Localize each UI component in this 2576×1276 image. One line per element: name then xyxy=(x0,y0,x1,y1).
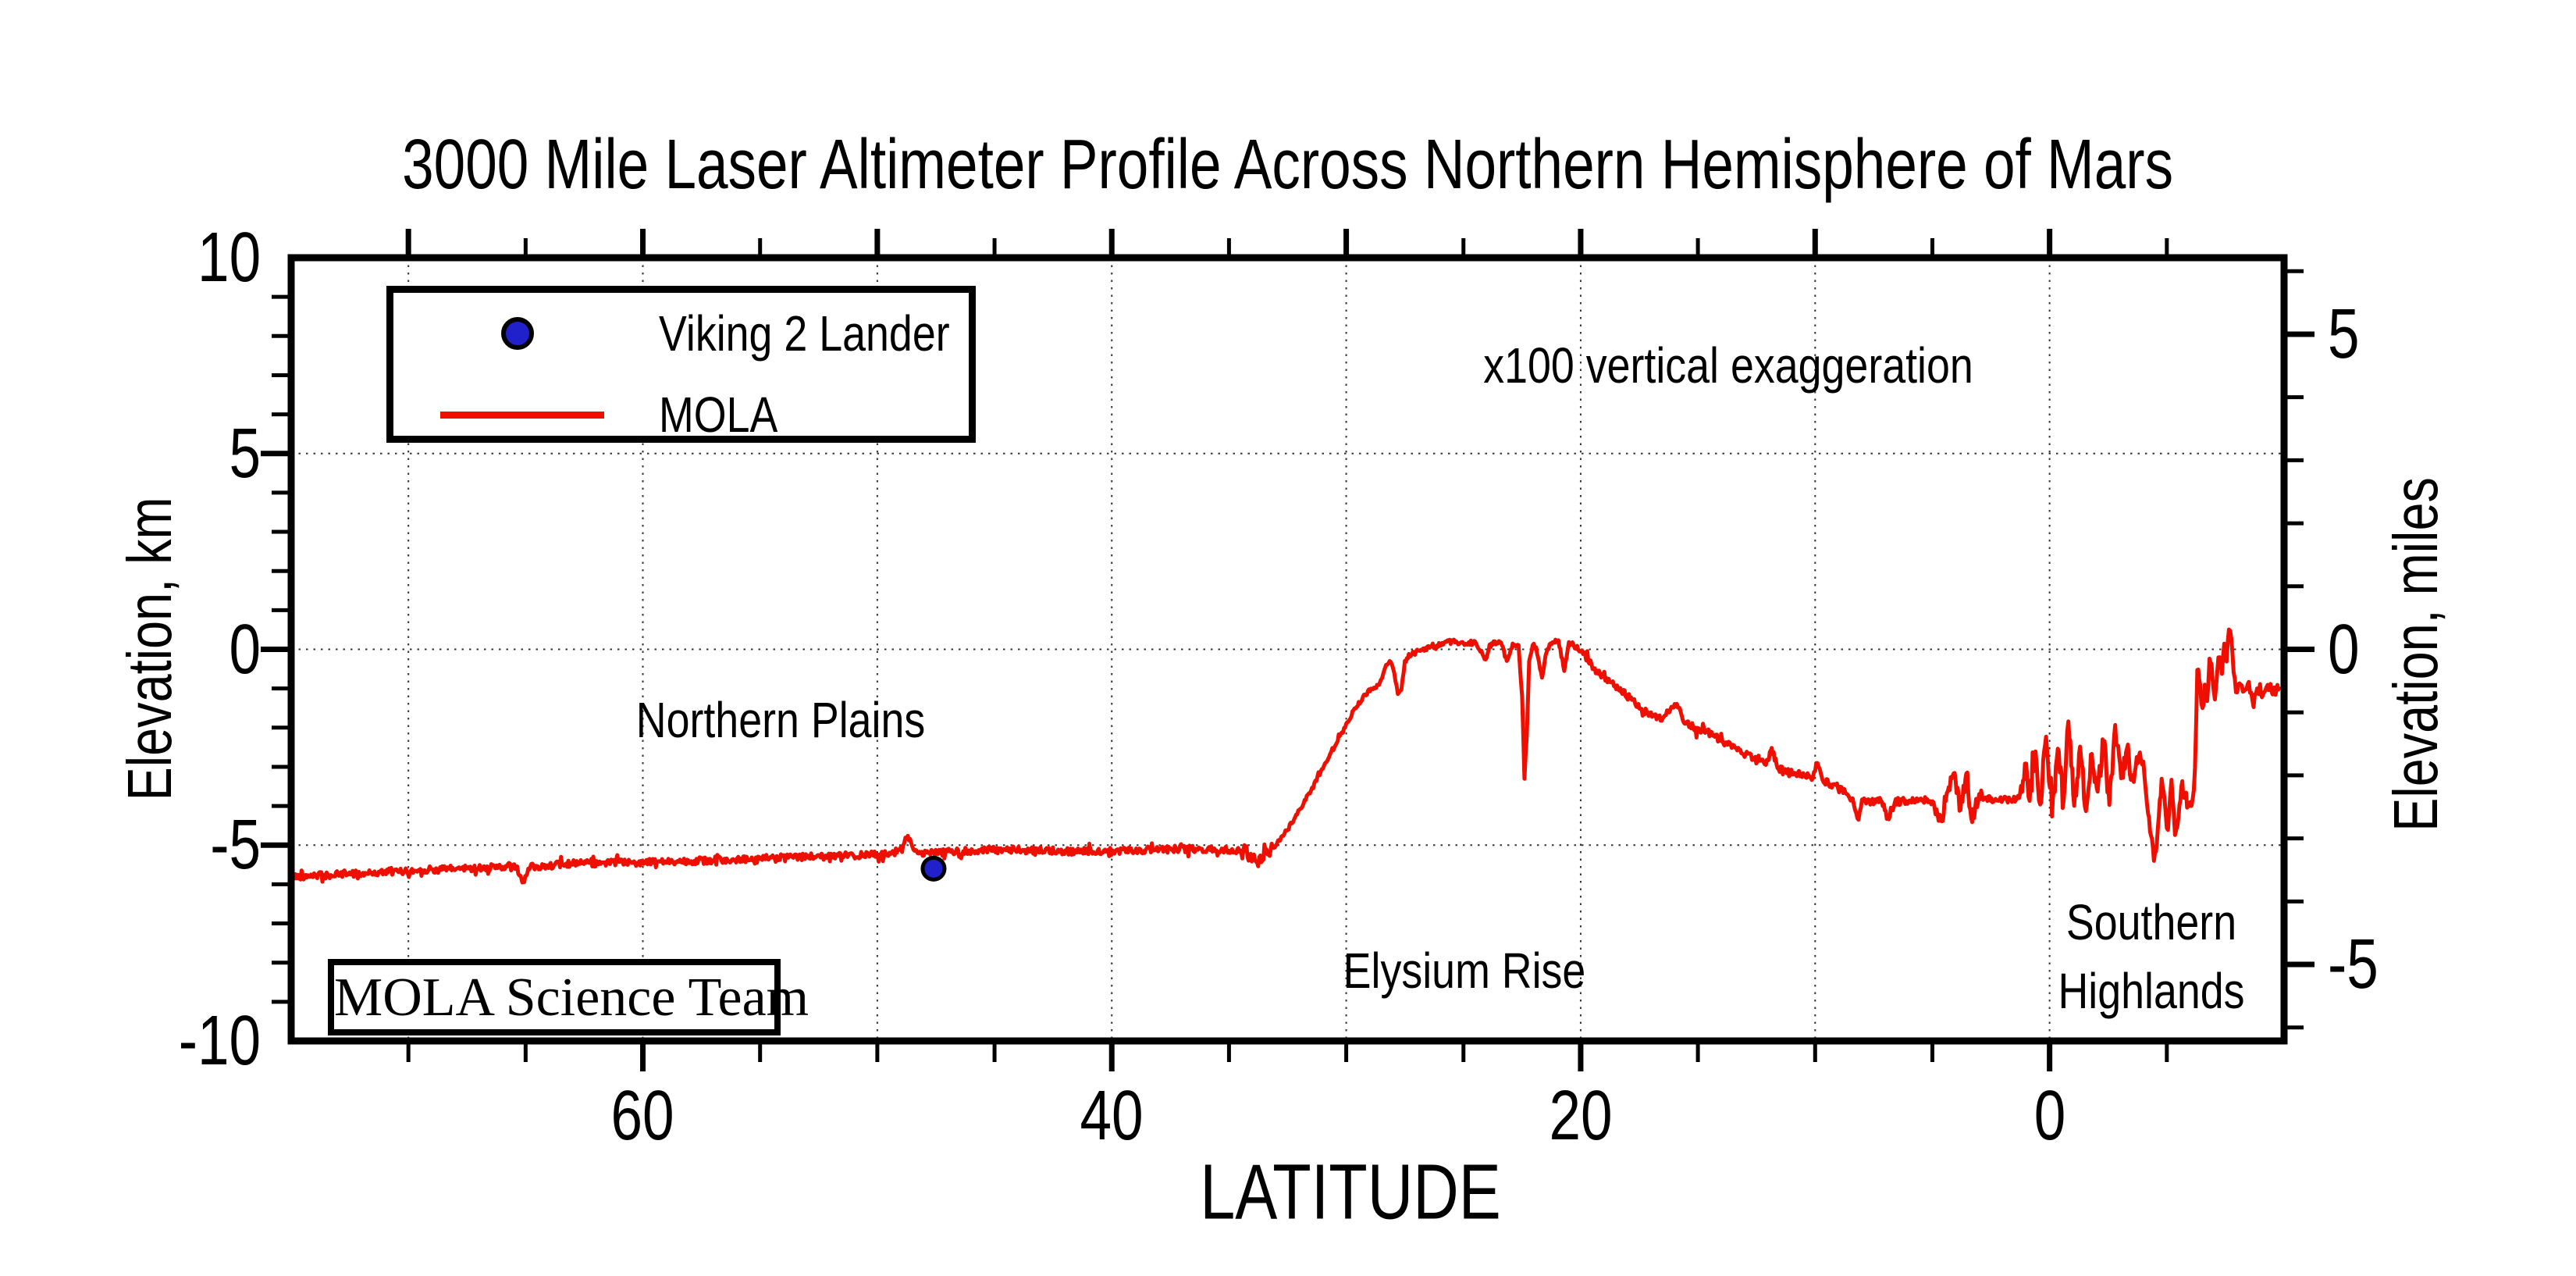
y-left-tick-label: 10 xyxy=(197,219,261,297)
x-tick-label: 20 xyxy=(1549,1077,1613,1155)
annotation-southern-highlands: Southern Highlands xyxy=(1955,888,2348,1025)
credit-box: MOLA Science Team xyxy=(328,959,809,1035)
plot-frame xyxy=(287,254,2288,1045)
annotation-northern-plains: Northern Plains xyxy=(635,692,926,748)
annotation-southern-line1: Southern xyxy=(2065,894,2237,950)
legend: Viking 2 Lander MOLA xyxy=(386,286,976,443)
y-left-tick-label: 5 xyxy=(229,414,261,493)
credit-text: MOLA Science Team xyxy=(334,968,809,1028)
viking-2-lander-point xyxy=(920,855,947,882)
x-axis-title: LATITUDE xyxy=(1200,1148,1501,1236)
x-tick-label: 40 xyxy=(1080,1077,1144,1155)
viking-lander-dot-icon xyxy=(501,317,534,350)
y-left-tick-label: -5 xyxy=(210,806,261,885)
y-right-tick-label: 0 xyxy=(2328,610,2360,689)
mola-line-icon xyxy=(440,412,604,419)
y-left-tick-label: 0 xyxy=(229,610,261,689)
y-left-tick-label: -10 xyxy=(178,1002,261,1080)
legend-label-viking: Viking 2 Lander xyxy=(659,305,950,362)
x-tick-label: 0 xyxy=(2033,1077,2065,1155)
annotation-southern-line2: Highlands xyxy=(2058,963,2245,1019)
y-right-tick-label: -5 xyxy=(2328,925,2379,1004)
annotation-vertical-exaggeration: x100 vertical exaggeration xyxy=(1483,337,1973,394)
mola-profile-line xyxy=(289,627,2282,885)
chart-title: 3000 Mile Laser Altimeter Profile Across… xyxy=(402,126,2174,204)
annotation-elysium-rise: Elysium Rise xyxy=(1343,943,1586,999)
y-right-tick-label: 5 xyxy=(2328,294,2360,373)
legend-label-mola: MOLA xyxy=(659,387,778,443)
x-tick-label: 60 xyxy=(610,1077,675,1155)
